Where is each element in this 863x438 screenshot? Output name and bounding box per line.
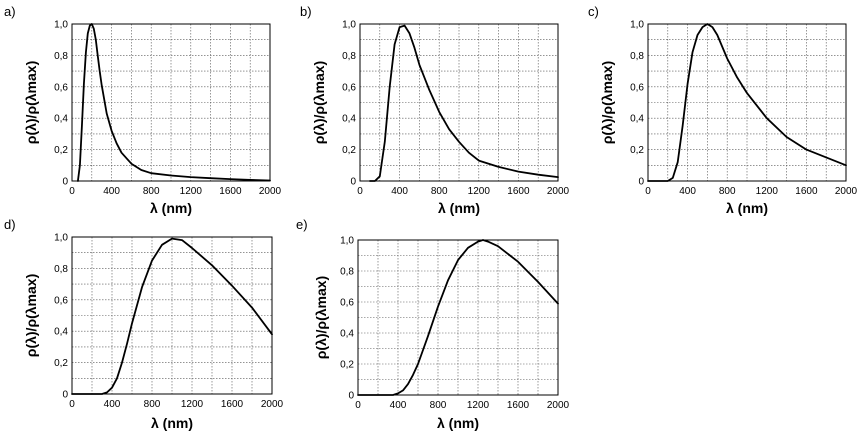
- y-tick-label: 1,0: [54, 20, 68, 31]
- y-tick-label: 0,2: [342, 145, 356, 156]
- y-axis-label: ρ(λ)/ρ(λmax): [599, 61, 615, 144]
- x-axis-label: λ (nm): [150, 200, 192, 216]
- x-tick-label: 800: [719, 186, 736, 197]
- x-tick-label: 1600: [507, 186, 530, 197]
- y-tick-label: 0,8: [630, 51, 644, 62]
- y-tick-label: 0,6: [54, 82, 68, 93]
- x-axis-label: λ (nm): [726, 200, 768, 216]
- y-tick-label: 0: [348, 391, 354, 402]
- x-tick-label: 0: [357, 186, 363, 197]
- x-tick-label: 400: [391, 186, 408, 197]
- y-tick-label: 0,8: [54, 51, 68, 62]
- x-tick-label: 1600: [507, 400, 530, 411]
- x-tick-label: 1600: [795, 186, 818, 197]
- y-tick-label: 0,6: [340, 298, 354, 309]
- x-tick-label: 2000: [547, 400, 570, 411]
- panel-label: a): [4, 4, 16, 19]
- y-tick-label: 0,8: [54, 264, 68, 275]
- plot-frame: [71, 23, 271, 182]
- panel-c: 0 400 800 1200 1600 2000 0 0,2 0,4 0,6 0,8 1,0 λ (nm…: [588, 4, 858, 216]
- x-tick-label: 1200: [467, 400, 490, 411]
- x-tick-label: 1200: [180, 186, 203, 197]
- y-tick-label: 0,4: [630, 114, 644, 125]
- panel-a: 0 400 800 1200 1600 2000 0 0,2 0,4 0,6 0,8 1,0 λ (nm…: [4, 4, 282, 216]
- y-tick-label: 0,2: [54, 358, 68, 369]
- panel-e: 0 400 800 1200 1600 2000 0 0,2 0,4 0,6 0,8 1,0 λ (nm…: [296, 217, 570, 431]
- x-tick-label: 400: [679, 186, 696, 197]
- x-tick-label: 800: [430, 400, 447, 411]
- y-tick-label: 1,0: [54, 233, 68, 244]
- x-tick-label: 1200: [468, 186, 491, 197]
- panel-label: b): [300, 4, 312, 19]
- x-axis-label: λ (nm): [151, 415, 193, 431]
- panel-label: c): [588, 4, 599, 19]
- y-tick-label: 0,8: [342, 51, 356, 62]
- x-tick-label: 0: [355, 400, 361, 411]
- series-line: [369, 24, 559, 182]
- y-tick-label: 0,4: [342, 114, 356, 125]
- y-tick-label: 0,6: [54, 295, 68, 306]
- x-axis-label: λ (nm): [437, 415, 479, 431]
- x-axis-label: λ (nm): [438, 200, 480, 216]
- x-tick-label: 1600: [219, 186, 242, 197]
- x-tick-label: 800: [143, 186, 160, 197]
- x-tick-label: 1200: [181, 399, 204, 410]
- y-axis-label: ρ(λ)/ρ(λmax): [311, 61, 327, 144]
- y-axis-label: ρ(λ)/ρ(λmax): [23, 274, 39, 357]
- y-tick-label: 0: [62, 390, 68, 401]
- y-tick-label: 0,4: [340, 329, 354, 340]
- y-tick-label: 1,0: [342, 20, 356, 31]
- y-tick-label: 0,2: [630, 145, 644, 156]
- y-tick-label: 1,0: [630, 20, 644, 31]
- y-tick-label: 0: [638, 177, 644, 188]
- plot-frame: [647, 23, 847, 182]
- x-tick-label: 1600: [221, 399, 244, 410]
- x-tick-label: 2000: [261, 399, 284, 410]
- y-tick-label: 0,4: [54, 327, 68, 338]
- plot-frame: [71, 236, 273, 395]
- y-tick-label: 0,2: [54, 145, 68, 156]
- x-tick-label: 1200: [756, 186, 779, 197]
- y-tick-label: 0: [350, 177, 356, 188]
- y-axis-label: ρ(λ)/ρ(λmax): [313, 276, 329, 359]
- x-tick-label: 0: [69, 186, 75, 197]
- y-tick-label: 0: [62, 177, 68, 188]
- y-tick-label: 0,6: [630, 82, 644, 93]
- panel-label: d): [4, 217, 16, 232]
- y-axis-label: ρ(λ)/ρ(λmax): [23, 61, 39, 144]
- plot-frame: [357, 239, 559, 396]
- series-line: [71, 237, 273, 395]
- panel-d: 0 400 800 1200 1600 2000 0 0,2 0,4 0,6 0,8 1,0 λ (nm…: [4, 217, 284, 431]
- x-tick-label: 400: [104, 399, 121, 410]
- x-tick-label: 2000: [547, 186, 570, 197]
- panel-b: 0 400 800 1200 1600 2000 0 0,2 0,4 0,6 0,8 1,0 λ (nm…: [300, 4, 570, 216]
- x-tick-label: 800: [431, 186, 448, 197]
- series-line: [77, 23, 271, 182]
- y-tick-label: 0,6: [342, 82, 356, 93]
- x-tick-label: 2000: [259, 186, 282, 197]
- y-tick-label: 0,2: [340, 360, 354, 371]
- series-line: [357, 239, 559, 396]
- y-tick-label: 0,4: [54, 114, 68, 125]
- x-tick-label: 400: [103, 186, 120, 197]
- x-tick-label: 800: [144, 399, 161, 410]
- x-tick-label: 400: [390, 400, 407, 411]
- series-line: [647, 23, 847, 182]
- x-tick-label: 0: [69, 399, 75, 410]
- x-tick-label: 0: [645, 186, 651, 197]
- plot-frame: [359, 23, 559, 182]
- y-tick-label: 0,8: [340, 267, 354, 278]
- y-tick-label: 1,0: [340, 236, 354, 247]
- panel-label: e): [296, 217, 308, 232]
- x-tick-label: 2000: [835, 186, 858, 197]
